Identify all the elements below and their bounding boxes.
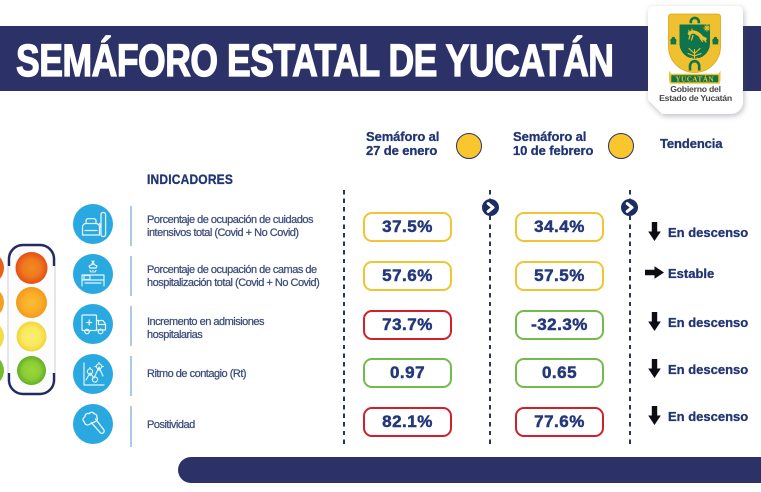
- svg-text:YUCATÁN: YUCATÁN: [675, 75, 714, 83]
